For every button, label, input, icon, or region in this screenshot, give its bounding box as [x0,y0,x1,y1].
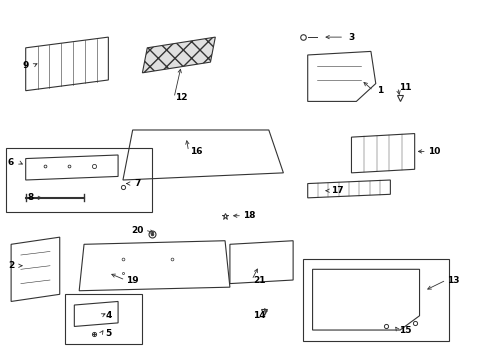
Text: 14: 14 [252,311,265,320]
Text: 11: 11 [398,83,410,92]
Polygon shape [142,37,215,73]
Text: 19: 19 [126,275,139,284]
Text: 18: 18 [243,211,255,220]
Text: 12: 12 [175,93,187,102]
Text: 8: 8 [27,193,34,202]
Text: 10: 10 [427,147,439,156]
Text: 9: 9 [22,61,29,70]
Text: 4: 4 [105,311,111,320]
Text: 13: 13 [447,275,459,284]
Text: 2: 2 [8,261,14,270]
Text: 6: 6 [8,158,14,167]
Text: 21: 21 [252,275,265,284]
Text: 20: 20 [131,225,143,234]
Text: 1: 1 [377,86,383,95]
Text: 5: 5 [105,329,111,338]
Text: 15: 15 [398,325,410,334]
Text: 3: 3 [347,33,354,42]
Text: 16: 16 [189,147,202,156]
Text: 17: 17 [330,186,343,195]
Text: 7: 7 [134,179,141,188]
